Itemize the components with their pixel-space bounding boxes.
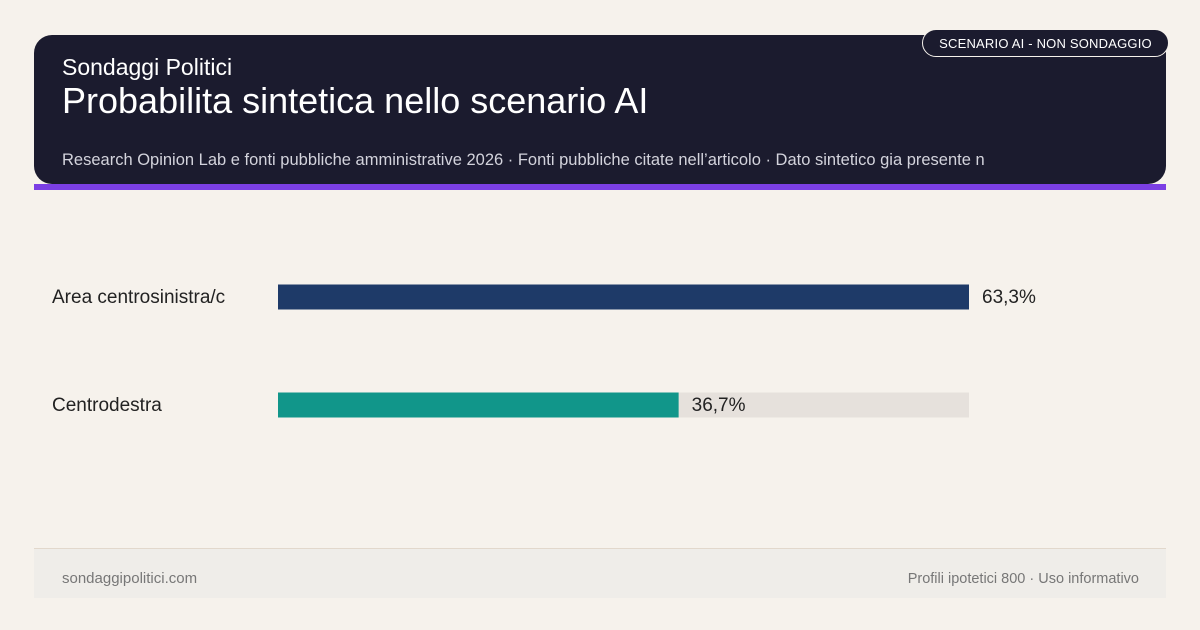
chart-header: Sondaggi Politici Probabilita sintetica … bbox=[34, 35, 1166, 184]
accent-divider bbox=[34, 184, 1166, 190]
scenario-badge: SCENARIO AI - NON SONDAGGIO bbox=[922, 29, 1169, 57]
footer-site[interactable]: sondaggipolitici.com bbox=[62, 570, 198, 587]
category-label: Area centrosinistra/c bbox=[52, 287, 225, 308]
value-label: 36,7% bbox=[692, 395, 746, 416]
bar bbox=[278, 392, 679, 418]
value-label: 63,3% bbox=[982, 287, 1036, 308]
brand-name: Sondaggi Politici bbox=[62, 54, 233, 80]
bar-chart: Area centrosinistra/c 63,3% Centrodestra 36… bbox=[52, 284, 1036, 418]
chart-subtitle: Research Opinion Lab e fonti pubbliche a… bbox=[62, 151, 985, 169]
bar bbox=[278, 284, 969, 310]
chart-area: Area centrosinistra/c 63,3% Centrodestra 36… bbox=[0, 190, 1200, 548]
footer-note: Profili ipotetici 800 · Uso informativo bbox=[907, 571, 1139, 587]
category-label: Centrodestra bbox=[52, 395, 162, 416]
chart-title: Probabilita sintetica nello scenario AI bbox=[62, 80, 649, 121]
footer: sondaggipolitici.com Profili ipotetici 8… bbox=[34, 548, 1166, 598]
